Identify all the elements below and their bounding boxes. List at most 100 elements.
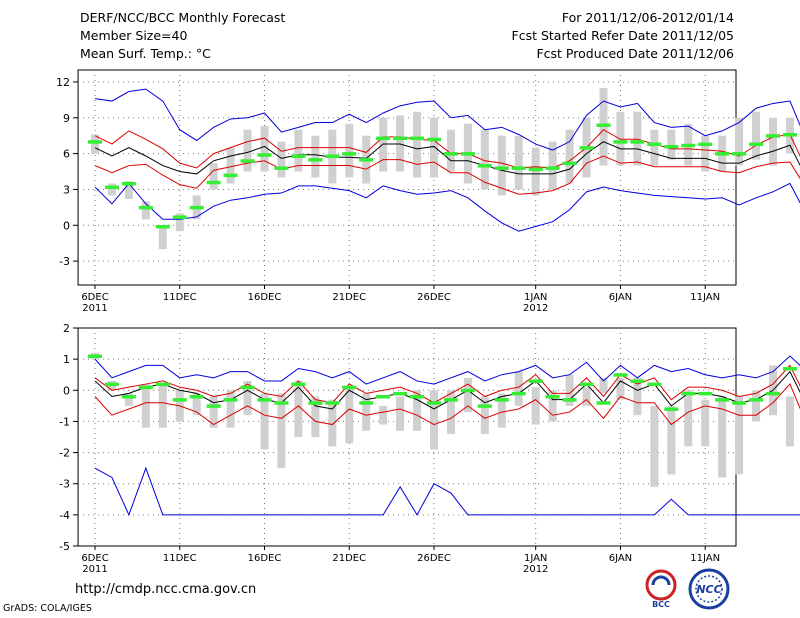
y-tick-label: -4 xyxy=(59,509,70,522)
box-whisker xyxy=(328,399,337,447)
box-whisker xyxy=(480,396,489,434)
box-whisker xyxy=(565,129,574,184)
box-whisker xyxy=(294,129,303,172)
median-marker xyxy=(545,395,560,399)
median-marker xyxy=(325,401,340,405)
median-marker xyxy=(427,401,441,405)
box-whisker xyxy=(497,393,506,428)
median-marker xyxy=(782,366,797,371)
box-whisker xyxy=(531,387,540,425)
median-marker xyxy=(240,385,255,390)
box-whisker xyxy=(91,134,99,154)
x-tick-label: 1JAN xyxy=(524,553,547,564)
median-marker xyxy=(223,398,238,402)
y-tick-label: 1 xyxy=(63,353,70,366)
median-marker xyxy=(613,373,628,377)
median-marker xyxy=(274,166,289,170)
median-marker xyxy=(732,152,747,156)
box-whisker xyxy=(141,384,150,428)
x-tick-label: 16DEC xyxy=(248,292,282,303)
y-tick-label: -3 xyxy=(59,478,70,491)
median-marker xyxy=(342,385,357,390)
box-whisker xyxy=(514,371,523,406)
box-whisker xyxy=(735,396,744,475)
box-whisker xyxy=(209,163,218,190)
box-whisker xyxy=(616,111,625,166)
year-label: 2011 xyxy=(82,564,107,575)
median-marker xyxy=(630,140,645,144)
median-marker xyxy=(460,388,475,393)
box-whisker xyxy=(294,380,303,437)
median-marker xyxy=(511,166,526,170)
box-whisker xyxy=(582,387,591,406)
x-tick-label: 6DEC xyxy=(81,553,108,564)
box-whisker xyxy=(260,126,269,172)
box-whisker xyxy=(226,147,235,184)
median-marker xyxy=(206,404,221,408)
x-tick-label: 21DEC xyxy=(332,292,366,303)
box-whisker xyxy=(277,393,286,469)
box-whisker xyxy=(396,396,405,431)
median-marker xyxy=(494,166,509,170)
box-whisker xyxy=(548,390,557,422)
median-marker xyxy=(562,161,577,166)
median-marker xyxy=(121,395,136,399)
box-whisker xyxy=(124,181,133,199)
median-marker xyxy=(121,181,136,186)
box-whisker xyxy=(192,393,201,416)
median-marker xyxy=(308,158,323,162)
median-marker xyxy=(189,395,204,399)
min-line xyxy=(94,466,800,517)
source-url[interactable]: http://cmdp.ncc.cma.gov.cn xyxy=(75,582,257,597)
lower-line xyxy=(94,155,800,195)
forecast-start-date: Fcst Started Refer Date 2011/12/05 xyxy=(511,28,735,43)
box-whisker xyxy=(548,141,557,190)
y-tick-label: 0 xyxy=(63,384,70,397)
median-marker xyxy=(104,382,119,387)
box-whisker xyxy=(667,129,676,160)
box-whisker xyxy=(345,123,354,178)
median-marker xyxy=(766,134,780,138)
box-whisker xyxy=(769,117,777,166)
median-marker xyxy=(698,391,713,396)
y-tick-label: -2 xyxy=(59,447,70,460)
x-tick-label: 11JAN xyxy=(690,292,720,303)
median-marker xyxy=(240,159,255,163)
box-whisker xyxy=(633,377,642,416)
median-marker xyxy=(393,391,408,396)
x-tick-label: 26DEC xyxy=(417,553,451,564)
median-marker xyxy=(223,173,238,178)
median-marker xyxy=(460,152,475,156)
box-whisker xyxy=(107,183,116,196)
box-whisker xyxy=(446,129,455,172)
ncc-logo: NCC xyxy=(688,568,730,610)
median-marker xyxy=(104,185,119,190)
median-marker xyxy=(715,398,730,402)
y-tick-label: 12 xyxy=(56,76,70,89)
box-whisker xyxy=(396,115,405,172)
box-whisker xyxy=(362,393,371,431)
box-whisker xyxy=(565,374,574,406)
y-tick-label: 2 xyxy=(63,322,70,335)
x-tick-label: 11DEC xyxy=(163,292,197,303)
x-tick-label: 26DEC xyxy=(417,292,451,303)
max-line xyxy=(94,355,800,385)
x-tick-label: 6JAN xyxy=(609,292,632,303)
median-marker xyxy=(732,401,747,405)
box-whisker xyxy=(701,399,710,447)
box-whisker xyxy=(497,135,506,196)
box-whisker xyxy=(667,405,676,475)
median-marker xyxy=(681,143,696,148)
box-whisker xyxy=(311,135,320,178)
median-marker xyxy=(579,382,594,387)
median-marker xyxy=(308,401,323,405)
box-whisker xyxy=(413,390,422,431)
median-marker xyxy=(494,398,509,402)
median-marker xyxy=(528,379,543,383)
median-marker xyxy=(138,205,153,210)
box-whisker xyxy=(226,390,235,428)
plot-frame xyxy=(77,69,737,286)
median-marker xyxy=(359,158,374,162)
box-whisker xyxy=(718,396,727,478)
y-tick-label: -1 xyxy=(59,415,70,428)
